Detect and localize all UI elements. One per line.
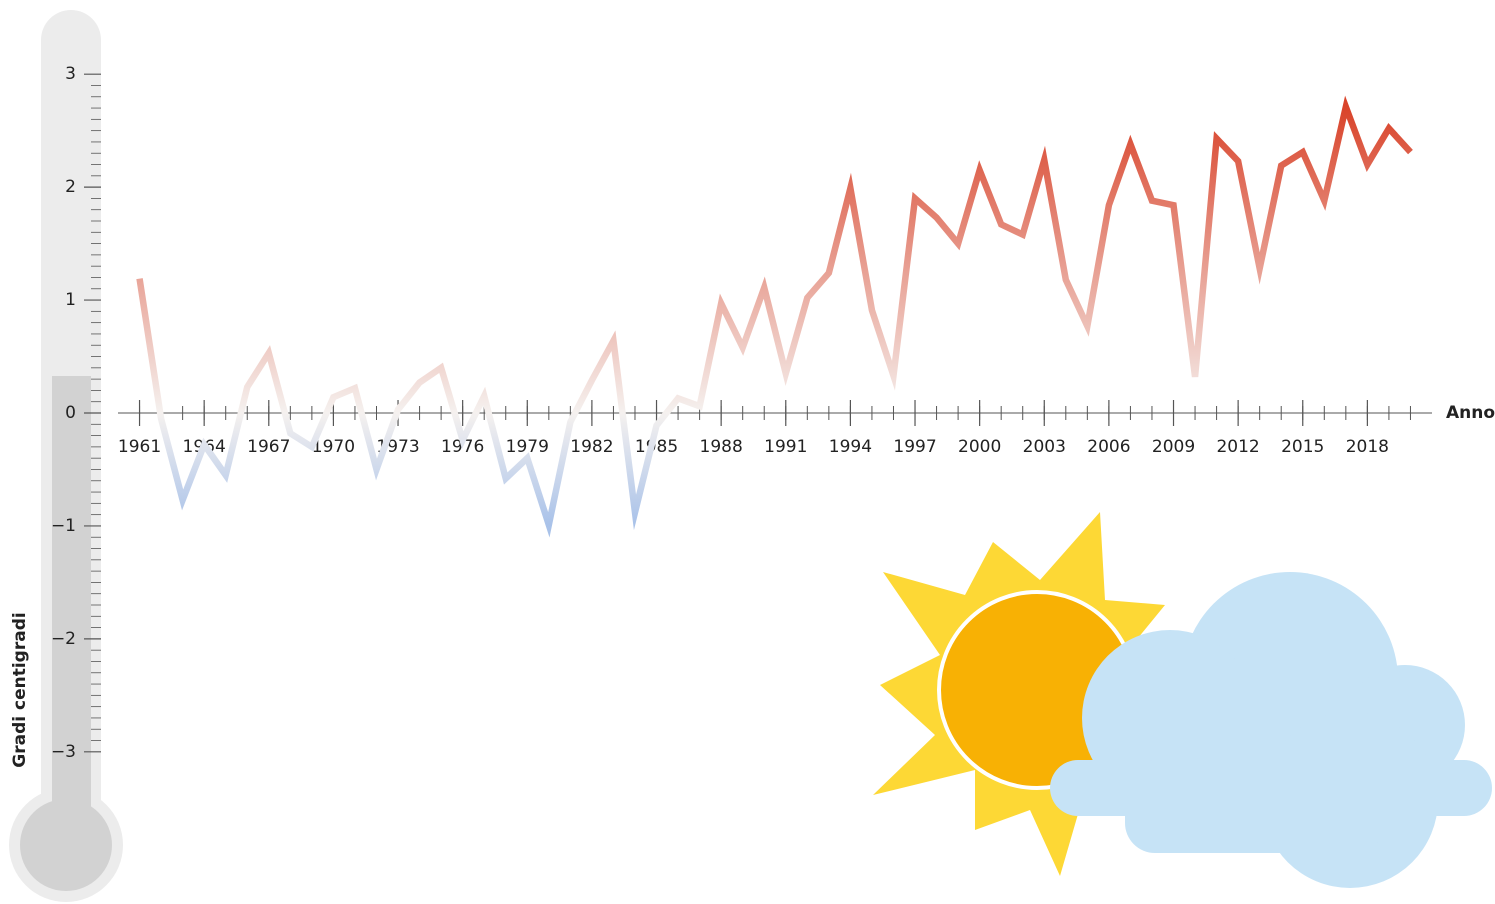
x-tick-label: 1994 [829,437,872,457]
x-tick-label: 2003 [1023,437,1066,457]
y-tick-label: 0 [65,403,76,423]
x-tick-label: 1970 [312,437,355,457]
weather-illustration [873,512,1492,888]
y-axis-label: Gradi centigradi [10,612,30,767]
y-tick-label: 1 [65,290,76,310]
x-tick-label: 2012 [1216,437,1259,457]
y-tick-label: −2 [51,629,76,649]
x-tick-label: 2015 [1281,437,1324,457]
x-tick-label: 1979 [506,437,549,457]
y-tick-label: 3 [65,64,76,84]
x-tick-label: 1961 [118,437,161,457]
thermometer [9,10,123,902]
temperature-line [136,95,1413,538]
x-tick-label: 1967 [247,437,290,457]
x-axis-label: Anno [1446,403,1495,423]
y-tick-label: 2 [65,177,76,197]
x-tick-label: 1982 [570,437,613,457]
x-tick-label: 2000 [958,437,1001,457]
x-tick-label: 2006 [1087,437,1130,457]
x-tick-label: 2018 [1346,437,1389,457]
y-tick-label: −1 [51,516,76,536]
y-tick-label: −3 [51,742,76,762]
x-tick-label: 1991 [764,437,807,457]
x-tick-label: 1988 [700,437,743,457]
x-tick-label: 1985 [635,437,678,457]
x-tick-label: 1997 [893,437,936,457]
x-tick-label: 2009 [1152,437,1195,457]
